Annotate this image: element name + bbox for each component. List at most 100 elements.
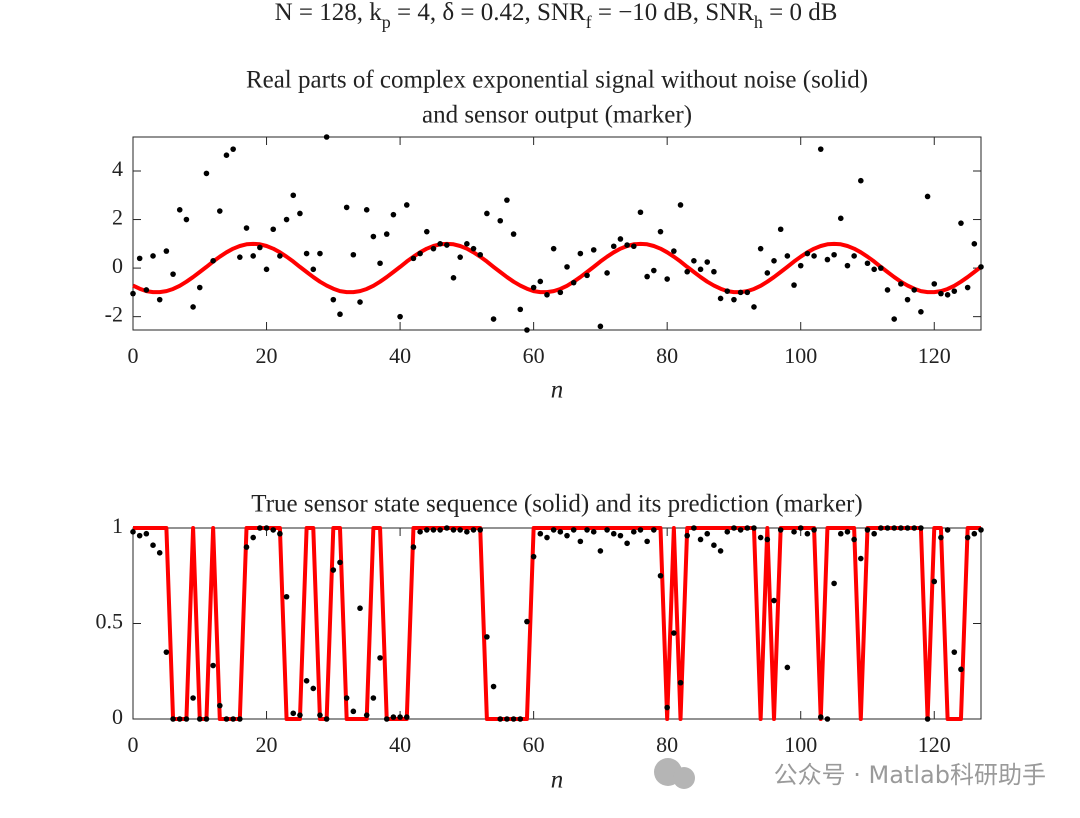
data-point: [711, 268, 717, 275]
data-point: [784, 664, 791, 671]
series-line: [132, 241, 983, 295]
data-point: [791, 529, 797, 535]
data-point: [230, 146, 236, 152]
data-point: [624, 540, 630, 547]
data-point: [971, 241, 978, 247]
data-point: [737, 527, 744, 533]
title-part: = 0 dB: [763, 0, 838, 26]
y-tick-label: 0: [112, 704, 123, 729]
data-point: [257, 525, 263, 531]
data-point: [777, 226, 784, 233]
y-tick-label: 0.5: [96, 609, 124, 634]
data-point: [444, 242, 450, 248]
data-point: [964, 534, 971, 541]
x-tick-label: 20: [256, 343, 278, 368]
data-point: [817, 146, 824, 152]
data-point: [217, 208, 223, 214]
data-point: [704, 530, 711, 537]
data-point: [971, 530, 978, 537]
data-point: [430, 245, 437, 252]
data-point: [243, 225, 250, 231]
data-point: [484, 210, 490, 217]
data-point: [978, 527, 984, 533]
data-point: [644, 538, 650, 545]
data-point: [570, 527, 577, 533]
data-point: [550, 527, 557, 533]
data-point: [664, 276, 670, 282]
data-point: [617, 236, 624, 242]
data-point: [477, 527, 484, 533]
data-point: [237, 716, 243, 722]
data-point: [664, 704, 670, 711]
data-point: [831, 251, 837, 258]
data-point: [891, 525, 897, 531]
data-point: [410, 544, 417, 550]
data-point: [397, 714, 403, 720]
data-point: [784, 253, 791, 259]
data-point: [504, 716, 510, 722]
data-point: [143, 530, 150, 537]
data-point: [771, 258, 777, 264]
data-point: [771, 597, 777, 604]
data-point: [764, 536, 771, 543]
data-point: [237, 254, 243, 260]
data-point: [724, 529, 731, 535]
plot-area: [132, 136, 982, 331]
x-tick-label: 100: [784, 732, 817, 757]
data-point: [497, 716, 504, 722]
data-point: [323, 716, 330, 722]
data-point: [210, 662, 216, 669]
x-tick-label: 120: [918, 343, 951, 368]
data-point: [884, 525, 891, 531]
data-point: [824, 716, 831, 722]
data-point: [410, 255, 417, 262]
data-point: [277, 530, 283, 537]
data-point: [450, 275, 457, 281]
data-point: [323, 134, 330, 140]
data-point: [671, 248, 677, 254]
data-point: [270, 226, 277, 233]
data-point: [363, 207, 370, 213]
x-tick-label: 20: [256, 732, 278, 757]
data-point: [604, 270, 610, 276]
data-point: [390, 211, 397, 218]
data-point: [297, 210, 303, 217]
data-point: [931, 578, 938, 585]
data-point: [744, 525, 751, 531]
data-point: [510, 716, 517, 722]
data-point: [684, 268, 691, 275]
data-point: [978, 264, 984, 270]
data-point: [337, 311, 343, 318]
data-point: [150, 253, 156, 259]
data-point: [303, 678, 310, 684]
data-point: [871, 530, 877, 537]
data-point: [250, 534, 256, 541]
watermark-icon: [673, 767, 695, 789]
data-point: [397, 313, 403, 320]
data-point: [383, 231, 390, 237]
data-point: [383, 716, 390, 722]
data-point: [858, 555, 864, 562]
data-point: [817, 714, 824, 720]
data-point: [891, 316, 897, 322]
data-point: [610, 530, 617, 537]
data-point: [964, 284, 971, 291]
data-point: [717, 295, 724, 302]
data-point: [544, 291, 550, 298]
data-point: [403, 714, 410, 720]
data-point: [330, 567, 337, 573]
watermark: 公众号 · Matlab科研助手: [654, 758, 1046, 789]
data-point: [257, 244, 263, 251]
data-point: [163, 649, 170, 655]
data-point: [176, 207, 183, 213]
data-point: [858, 177, 864, 184]
data-point: [203, 170, 210, 177]
data-point: [196, 284, 203, 291]
data-point: [704, 259, 711, 265]
data-point: [357, 299, 363, 305]
data-point: [550, 245, 557, 252]
x-tick-label: 40: [389, 343, 411, 368]
data-point: [363, 712, 370, 718]
data-point: [797, 262, 804, 269]
data-point: [497, 217, 504, 224]
